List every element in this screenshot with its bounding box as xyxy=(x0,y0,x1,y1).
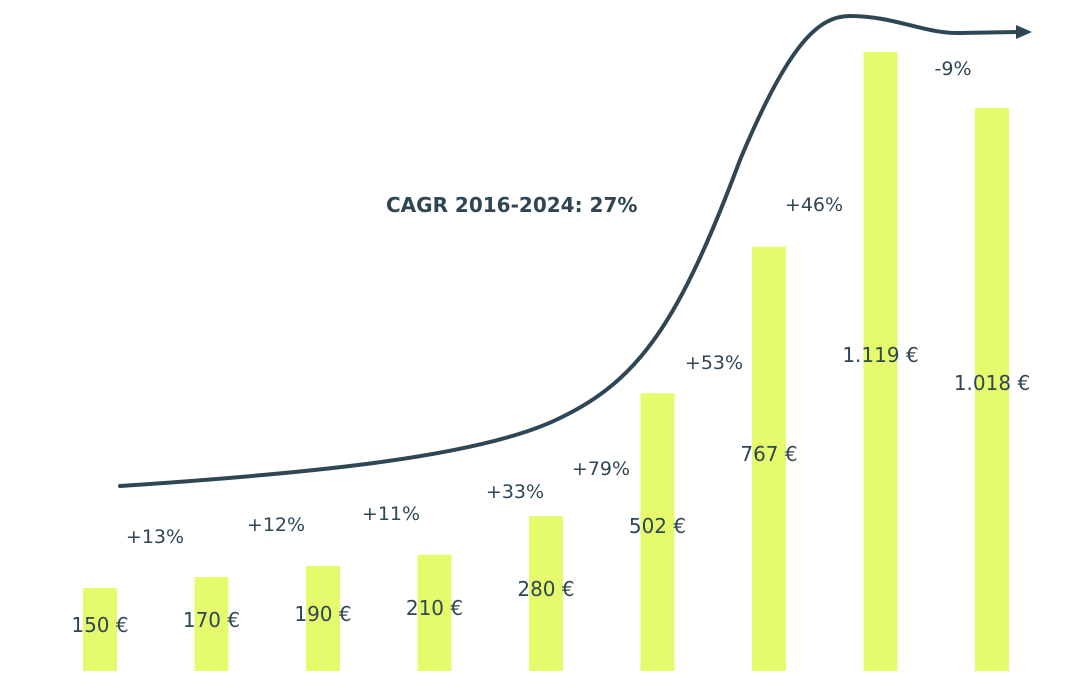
growth-label-7: +46% xyxy=(785,194,843,216)
bar-8 xyxy=(863,52,898,671)
bar-value-label-7: 767 € xyxy=(740,442,797,466)
growth-labels-group: +13% +12% +11% +33% +79% +53% +46% -9% xyxy=(126,58,972,548)
bar-value-label-8: 1.119 € xyxy=(842,343,918,367)
bar-value-label-3: 190 € xyxy=(294,602,351,626)
bar-9 xyxy=(975,107,1009,671)
bar-5 xyxy=(529,516,563,671)
bars-group xyxy=(83,52,1009,671)
bar-3 xyxy=(306,565,340,671)
bar-2 xyxy=(194,577,229,671)
growth-label-2: +12% xyxy=(247,514,305,536)
bar-value-label-4: 210 € xyxy=(406,596,463,620)
growth-label-8: -9% xyxy=(935,58,972,80)
cagr-annotation: CAGR 2016-2024: 27% xyxy=(386,193,637,217)
bar-value-label-1: 150 € xyxy=(71,613,128,637)
labels-group: 150 € 170 € 190 € 210 € 280 € 502 € 767 € 1.119… xyxy=(71,343,1030,637)
trend-arrow-head-icon xyxy=(1016,25,1032,39)
bar-value-label-2: 170 € xyxy=(183,608,240,632)
trend-arrow-line xyxy=(118,13,1022,488)
bar-6 xyxy=(640,393,675,671)
bar-4 xyxy=(417,554,452,671)
bar-7 xyxy=(752,246,786,671)
growth-label-3: +11% xyxy=(362,503,420,525)
bar-1 xyxy=(83,588,117,671)
bar-value-label-5: 280 € xyxy=(517,577,574,601)
growth-label-6: +53% xyxy=(685,352,743,374)
growth-label-4: +33% xyxy=(486,481,544,503)
bar-value-label-9: 1.018 € xyxy=(954,371,1030,395)
bar-value-label-6: 502 € xyxy=(629,514,686,538)
growth-label-1: +13% xyxy=(126,526,184,548)
growth-label-5: +79% xyxy=(572,458,630,480)
